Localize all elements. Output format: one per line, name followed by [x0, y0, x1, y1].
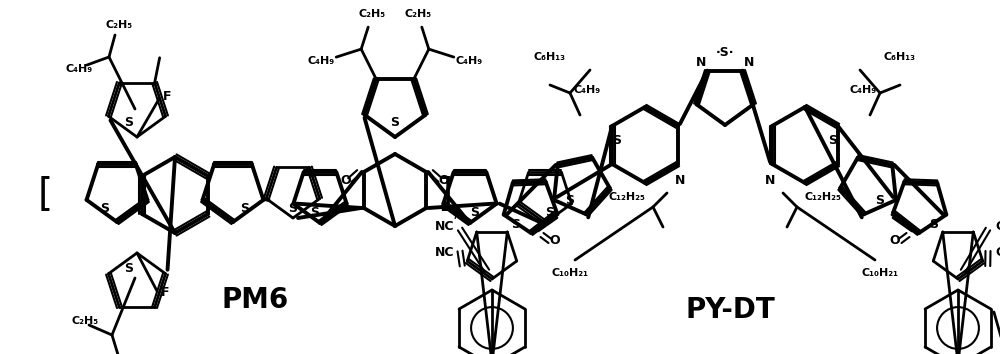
Text: F: F: [161, 286, 169, 299]
Text: S: S: [930, 218, 938, 232]
Text: N: N: [675, 173, 685, 187]
Text: N: N: [765, 173, 775, 187]
Text: C₄H₉: C₄H₉: [849, 85, 877, 95]
Text: ·S·: ·S·: [716, 46, 734, 59]
Text: C₄H₉: C₄H₉: [455, 56, 482, 66]
Text: S: S: [546, 206, 554, 219]
Text: C₁₀H₂₁: C₁₀H₂₁: [862, 268, 898, 278]
Text: C₁₂H₂₅: C₁₂H₂₅: [609, 192, 645, 202]
Text: C₄H₉: C₄H₉: [65, 64, 93, 74]
Text: NC: NC: [435, 221, 455, 234]
Text: C₆H₁₃: C₆H₁₃: [884, 52, 916, 62]
Text: S: S: [566, 194, 574, 207]
Text: NC: NC: [435, 246, 455, 259]
Text: S: S: [512, 218, 520, 232]
Text: S: S: [310, 206, 320, 219]
Text: O: O: [341, 173, 351, 187]
Text: O: O: [439, 173, 449, 187]
Text: n: n: [454, 208, 462, 222]
Text: N: N: [744, 57, 754, 69]
Text: C₁₂H₂₅: C₁₂H₂₅: [805, 192, 841, 202]
Text: N: N: [696, 57, 706, 69]
Text: C₂H₅: C₂H₅: [105, 20, 133, 30]
Text: S: S: [876, 194, 885, 207]
Text: S: S: [828, 133, 838, 147]
Text: S: S: [288, 201, 298, 215]
Text: S: S: [390, 116, 400, 130]
Text: O: O: [550, 234, 560, 246]
Text: S: S: [612, 133, 622, 147]
Text: C₄H₉: C₄H₉: [308, 56, 335, 66]
Text: C₂H₅: C₂H₅: [71, 316, 99, 326]
Text: ]: ]: [437, 176, 453, 214]
Text: CN: CN: [995, 246, 1000, 259]
Text: S: S: [124, 115, 134, 129]
Text: S: S: [124, 262, 134, 274]
Text: F: F: [163, 91, 171, 103]
Text: S: S: [240, 201, 250, 215]
Text: O: O: [890, 234, 900, 246]
Text: C₂H₅: C₂H₅: [359, 9, 386, 19]
Text: S: S: [471, 206, 480, 219]
Text: C₁₀H₂₁: C₁₀H₂₁: [552, 268, 588, 278]
Text: C₄H₉: C₄H₉: [573, 85, 601, 95]
Text: PM6: PM6: [221, 286, 289, 314]
Text: C₂H₅: C₂H₅: [404, 9, 431, 19]
Text: PY-DT: PY-DT: [685, 296, 775, 324]
Text: [: [: [37, 176, 53, 214]
Text: C₆H₁₃: C₆H₁₃: [534, 52, 566, 62]
Text: S: S: [100, 201, 110, 215]
Text: CN: CN: [995, 221, 1000, 234]
